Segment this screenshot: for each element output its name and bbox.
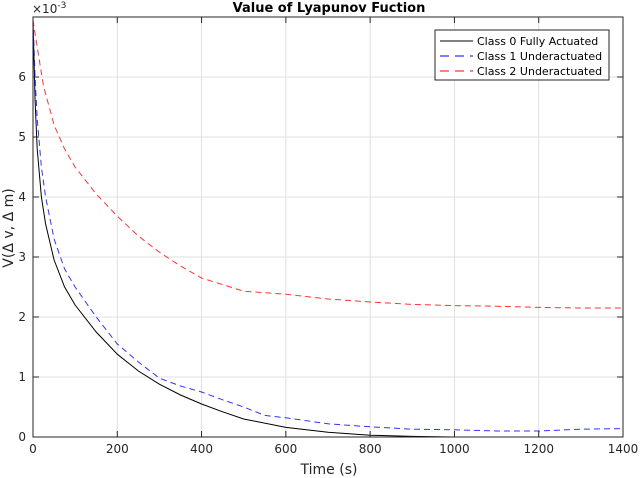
svg-text:×10-3: ×10-3 xyxy=(32,1,66,16)
x-tick-label: 1200 xyxy=(523,442,554,456)
series-line-2 xyxy=(32,19,623,309)
x-tick-label: 400 xyxy=(190,442,213,456)
x-axis-label: Time (s) xyxy=(300,462,358,478)
y-tick-label: 5 xyxy=(18,130,26,144)
legend-label-2: Class 2 Underactuated xyxy=(477,65,602,78)
chart-title: Value of Lyapunov Fuction xyxy=(233,1,426,16)
x-tick-label: 600 xyxy=(274,442,297,456)
x-tick-label: 1400 xyxy=(608,442,639,456)
x-tick-label: 1000 xyxy=(439,442,470,456)
y-exponent-label: ×10-3 xyxy=(32,1,66,16)
legend: Class 0 Fully Actuated Class 1 Underactua… xyxy=(434,29,610,81)
y-tick-label: 1 xyxy=(18,370,26,384)
series-lines xyxy=(32,19,624,438)
x-tick-label: 200 xyxy=(106,442,129,456)
x-tick-label: 800 xyxy=(359,442,382,456)
legend-box xyxy=(434,29,610,81)
y-tick-label: 3 xyxy=(18,250,26,264)
y-tick-label: 4 xyxy=(18,190,26,204)
plot-area-border xyxy=(32,16,624,438)
y-axis-label: V(Δ v, Δ m) xyxy=(1,188,17,267)
y-tick-label: 2 xyxy=(18,310,26,324)
grid-lines xyxy=(33,17,623,437)
y-tick-label: 0 xyxy=(18,430,26,444)
axes-box xyxy=(32,16,624,438)
y-exponent-power: -3 xyxy=(57,1,66,11)
y-tick-label: 6 xyxy=(18,70,26,84)
series-line-0 xyxy=(32,19,623,438)
y-exponent-base: ×10 xyxy=(32,2,57,16)
tick-labels: 0 200 400 600 800 1000 1200 1400 0 1 2 3 4 5 6 xyxy=(18,70,638,456)
legend-label-1: Class 1 Underactuated xyxy=(477,50,602,63)
x-tick-label: 0 xyxy=(29,442,37,456)
legend-label-0: Class 0 Fully Actuated xyxy=(477,35,598,48)
series-line-1 xyxy=(32,19,624,432)
